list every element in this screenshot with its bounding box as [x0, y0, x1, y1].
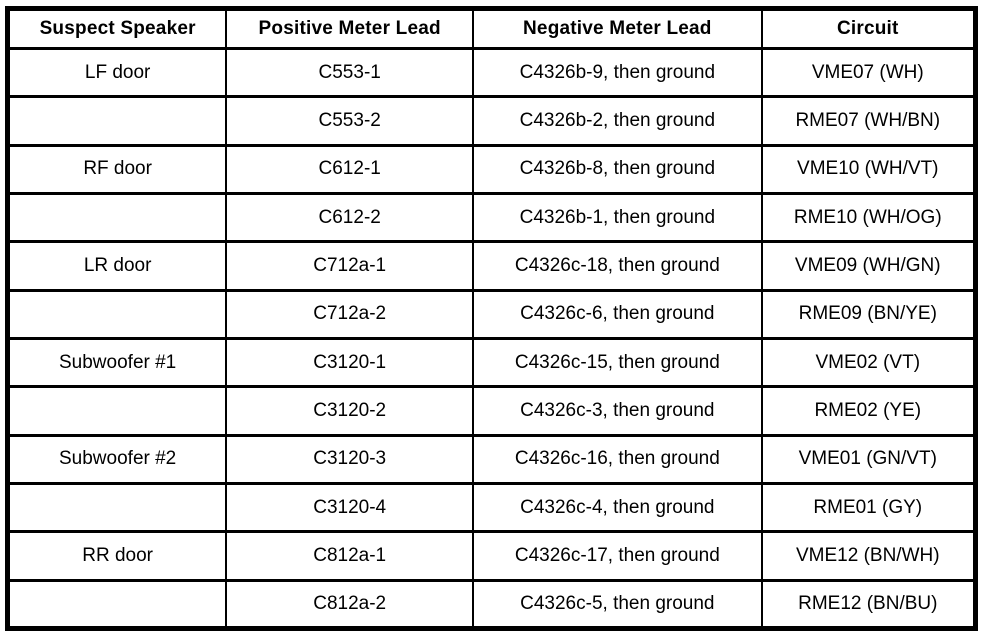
table-cell: C4326b-9, then ground	[472, 46, 763, 99]
table-cell: VME01 (GN/VT)	[760, 433, 977, 485]
table-cell: C4326c-16, then ground	[472, 433, 763, 485]
table-row: C812a-2 C4326c-5, then ground RME12 (BN/BU…	[6, 578, 977, 631]
speaker-meter-lead-test-table: Suspect Speaker Positive Meter Lead Negati…	[5, 6, 978, 631]
table-cell: VME02 (VT)	[760, 336, 977, 389]
table-row: Suspect Speaker Positive Meter Lead Negati…	[6, 7, 977, 50]
table-cell	[6, 385, 228, 437]
table-row: C3120-4 C4326c-4, then ground RME01 (GY)	[6, 481, 977, 534]
table-cell: Subwoofer #2	[6, 433, 228, 485]
table-cell: C4326c-3, then ground	[472, 385, 763, 437]
table-cell: RME07 (WH/BN)	[760, 95, 977, 147]
table-cell: C712a-1	[225, 240, 475, 292]
table-cell: RME09 (BN/YE)	[760, 288, 977, 340]
table-cell: C4326b-8, then ground	[472, 143, 763, 195]
column-header: Circuit	[760, 7, 977, 50]
table-cell: C3120-4	[225, 481, 475, 534]
column-header: Negative Meter Lead	[472, 7, 763, 50]
table-cell: C3120-3	[225, 433, 475, 485]
table-cell: C3120-1	[225, 336, 475, 389]
table-cell: RME02 (YE)	[760, 385, 977, 437]
table-row: Subwoofer #1 C3120-1 C4326c-15, then groun…	[6, 336, 977, 389]
column-header: Positive Meter Lead	[225, 7, 475, 50]
table-header-row: Suspect Speaker Positive Meter Lead Negati…	[6, 7, 977, 50]
table-row: C712a-2 C4326c-6, then ground RME09 (BN/YE…	[6, 288, 977, 340]
table-cell: LR door	[6, 240, 228, 292]
table-cell: C3120-2	[225, 385, 475, 437]
table-cell: C712a-2	[225, 288, 475, 340]
table-cell: RF door	[6, 143, 228, 195]
table-cell: VME09 (WH/GN)	[760, 240, 977, 292]
table-body: LF door C553-1 C4326b-9, then ground VME07 …	[6, 46, 977, 631]
table-cell: C612-1	[225, 143, 475, 195]
table-cell: VME10 (WH/VT)	[760, 143, 977, 195]
table-row: Subwoofer #2 C3120-3 C4326c-16, then groun…	[6, 433, 977, 485]
table-cell: C4326c-4, then ground	[472, 481, 763, 534]
table-cell: C4326c-18, then ground	[472, 240, 763, 292]
table-row: RF door C612-1 C4326b-8, then ground VME10 …	[6, 143, 977, 195]
table-cell	[6, 288, 228, 340]
table-row: LR door C712a-1 C4326c-18, then ground VME0…	[6, 240, 977, 292]
table-cell: C4326b-2, then ground	[472, 95, 763, 147]
table-cell	[6, 191, 228, 244]
table-cell: VME12 (BN/WH)	[760, 530, 977, 582]
table-row: RR door C812a-1 C4326c-17, then ground VME1…	[6, 530, 977, 582]
table-cell: C4326c-17, then ground	[472, 530, 763, 582]
table-cell: C812a-2	[225, 578, 475, 631]
table-cell: C4326c-5, then ground	[472, 578, 763, 631]
table-cell: C812a-1	[225, 530, 475, 582]
table-cell: LF door	[6, 46, 228, 99]
table-row: C553-2 C4326b-2, then ground RME07 (WH/BN)	[6, 95, 977, 147]
table-row: LF door C553-1 C4326b-9, then ground VME07 …	[6, 46, 977, 99]
table-cell: C553-1	[225, 46, 475, 99]
table-cell: C4326c-6, then ground	[472, 288, 763, 340]
table-cell: C4326c-15, then ground	[472, 336, 763, 389]
table-cell: C612-2	[225, 191, 475, 244]
column-header: Suspect Speaker	[6, 7, 228, 50]
table-cell: Subwoofer #1	[6, 336, 228, 389]
table-cell	[6, 95, 228, 147]
table-cell: VME07 (WH)	[760, 46, 977, 99]
table-cell	[6, 578, 228, 631]
table-cell: C553-2	[225, 95, 475, 147]
table-cell: RME12 (BN/BU)	[760, 578, 977, 631]
table-cell: RR door	[6, 530, 228, 582]
table-cell: RME01 (GY)	[760, 481, 977, 534]
table-cell: C4326b-1, then ground	[472, 191, 763, 244]
table-cell	[6, 481, 228, 534]
table-row: C3120-2 C4326c-3, then ground RME02 (YE)	[6, 385, 977, 437]
table-row: C612-2 C4326b-1, then ground RME10 (WH/OG)	[6, 191, 977, 244]
table-cell: RME10 (WH/OG)	[760, 191, 977, 244]
